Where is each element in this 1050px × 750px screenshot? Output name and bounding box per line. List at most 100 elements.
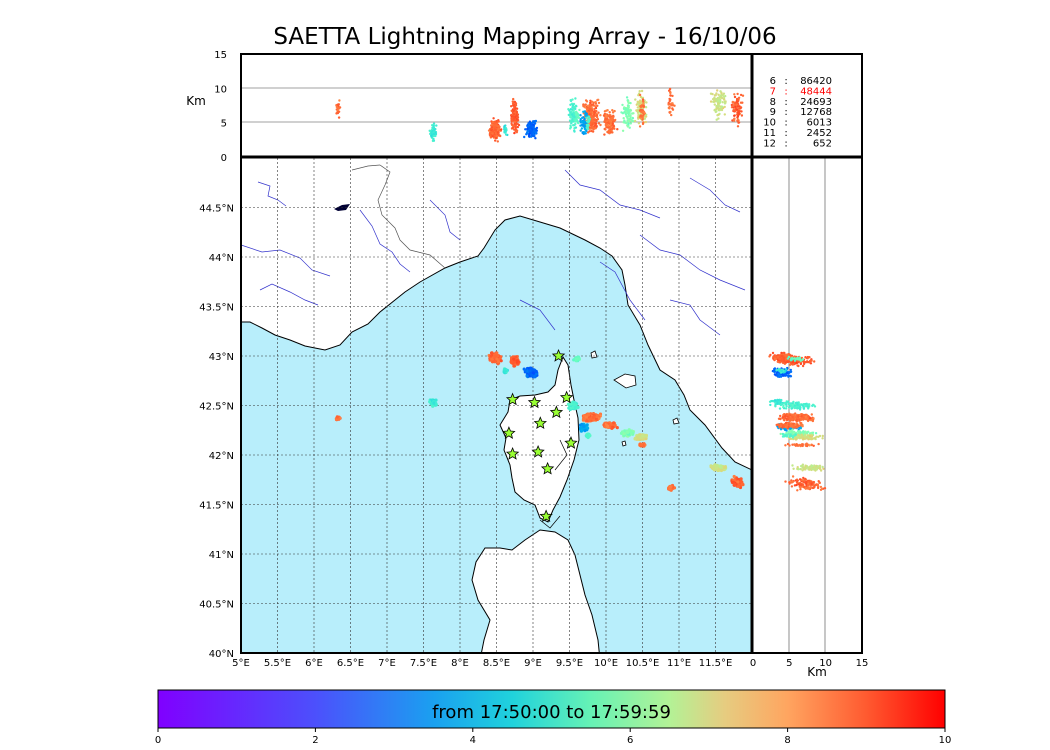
lightning-point-side [817, 480, 820, 483]
lightning-point-altitude [338, 99, 341, 102]
lightning-point-side [789, 363, 792, 366]
lightning-point-side [792, 467, 795, 470]
lightning-point-map [522, 367, 526, 371]
lightning-point-altitude [638, 125, 642, 128]
lightning-point-side [797, 468, 800, 471]
lightning-point-altitude [669, 110, 672, 114]
lightning-point-side [784, 421, 788, 425]
lightning-point-altitude [716, 89, 719, 92]
altitude-panel: 0 5 10 15 Km 6: 86420 7: 48444 8: 24693 9: 12768 10… [186, 50, 862, 164]
lightning-point-altitude [532, 130, 536, 133]
lightning-point-altitude [736, 116, 739, 119]
map-y-tick-label: 43.5°N [199, 303, 234, 314]
lightning-point-side [785, 405, 788, 408]
lightning-point-map [512, 364, 516, 368]
lightning-point-altitude [593, 110, 596, 114]
map-y-tick-label: 44.5°N [199, 204, 234, 215]
lightning-point-altitude [669, 94, 672, 97]
lightning-point-altitude [638, 93, 642, 97]
lightning-point-side [786, 442, 790, 446]
lightning-point-altitude [588, 107, 591, 111]
lightning-point-altitude [621, 103, 624, 107]
lightning-point-side [788, 444, 791, 447]
lightning-point-altitude [490, 124, 493, 127]
lightning-point-altitude [733, 95, 737, 99]
map-points [334, 351, 745, 492]
lightning-point-side [779, 403, 783, 407]
lightning-point-altitude [583, 120, 586, 123]
lightning-point-altitude [434, 132, 438, 136]
lightning-point-side [813, 464, 816, 467]
map-x-tick-label: 9°E [524, 658, 542, 669]
map-y-tick-label: 40.5°N [199, 600, 234, 611]
lightning-point-side [777, 424, 781, 427]
lightning-point-map [432, 401, 436, 405]
lightning-point-altitude [580, 127, 584, 130]
lightning-point-altitude [336, 109, 339, 112]
lightning-point-altitude [608, 126, 611, 129]
lightning-point-altitude [637, 113, 640, 117]
lightning-point-side [816, 484, 819, 487]
lightning-point-side [796, 466, 799, 469]
lightning-point-altitude [737, 111, 740, 114]
lightning-point-altitude [571, 98, 574, 101]
lightning-point-altitude [504, 133, 508, 136]
lightning-point-side [784, 354, 787, 357]
lightning-point-side [799, 359, 803, 362]
lightning-point-side [791, 475, 795, 478]
lightning-point-altitude [733, 119, 736, 123]
lightning-point-map [611, 425, 615, 429]
lightning-point-side [819, 469, 823, 472]
count-separator: : [784, 76, 787, 87]
lightning-point-altitude [580, 120, 584, 124]
lightning-point-altitude [604, 128, 607, 131]
lightning-point-altitude [582, 122, 585, 125]
lightning-point-side [797, 364, 800, 368]
count-value: 12768 [800, 107, 832, 118]
station-star-icon [539, 509, 553, 523]
lightning-point-side [795, 357, 798, 360]
lightning-point-altitude [514, 115, 517, 119]
lightning-point-side [802, 431, 805, 434]
lightning-point-side [785, 431, 788, 435]
lightning-point-altitude [596, 104, 599, 108]
lightning-point-side [776, 398, 779, 402]
lightning-point-side [779, 414, 782, 418]
side-x-tick-label: 15 [856, 658, 869, 669]
lightning-point-side [791, 480, 794, 484]
lightning-point-side [787, 406, 791, 409]
lightning-point-altitude [629, 122, 632, 125]
side-x-ticks: 0 5 10 15 [750, 658, 869, 669]
lightning-point-altitude [496, 124, 499, 128]
lightning-point-altitude [494, 132, 497, 135]
lightning-point-altitude [720, 108, 724, 112]
lightning-point-altitude [739, 101, 743, 104]
lightning-point-altitude [642, 100, 645, 103]
lightning-point-altitude [740, 114, 744, 117]
lightning-point-altitude [510, 113, 513, 117]
lightning-point-altitude [671, 94, 674, 98]
lightning-point-side [794, 423, 797, 427]
lightning-point-map [639, 443, 644, 447]
lightning-point-altitude [500, 128, 503, 131]
lightning-point-side [791, 363, 794, 366]
lightning-point-map [736, 480, 740, 484]
lightning-point-altitude [733, 110, 736, 113]
colorbar-tick-label: 4 [470, 735, 476, 746]
lightning-point-side [771, 399, 774, 403]
lightning-point-side [806, 482, 810, 485]
count-value: 6013 [807, 118, 832, 129]
lightning-point-side [787, 402, 790, 406]
lightning-point-altitude [627, 104, 630, 108]
lightning-point-side [800, 433, 803, 436]
lightning-point-altitude [644, 120, 648, 124]
lightning-point-side [785, 360, 788, 364]
lightning-point-side [799, 467, 802, 471]
lightning-point-side [806, 357, 809, 360]
lightning-point-side [775, 368, 779, 372]
lightning-point-side [782, 405, 785, 409]
elba-island [613, 373, 637, 389]
lightning-point-altitude [491, 132, 494, 135]
colorbar-tick-label: 6 [627, 735, 633, 746]
lightning-point-side [794, 406, 797, 409]
